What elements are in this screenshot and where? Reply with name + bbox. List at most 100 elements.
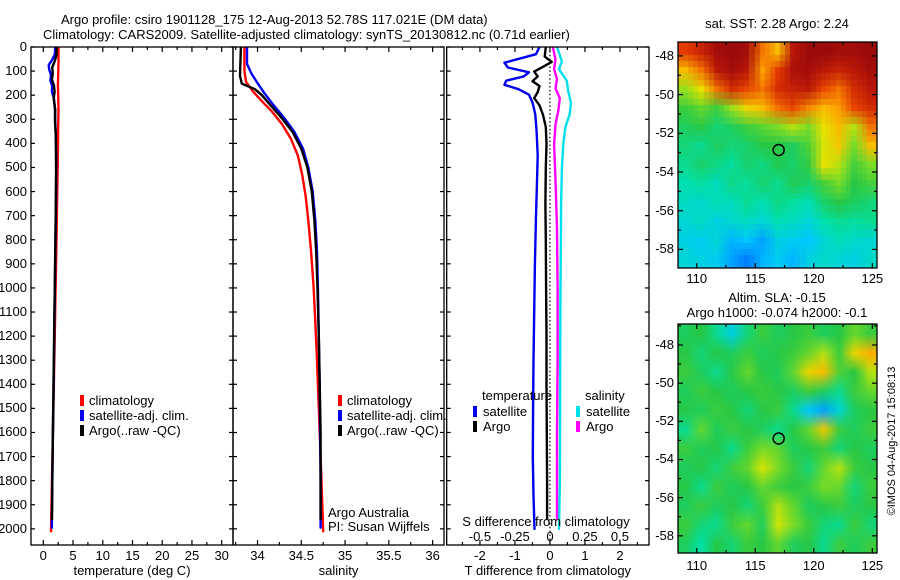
sla_map-heatmap-canvas bbox=[678, 324, 877, 553]
annotation-line: Argo Australia bbox=[328, 505, 409, 520]
temperature_profile-axes bbox=[30, 46, 234, 546]
y-tick-label: 300 bbox=[5, 111, 27, 127]
x-tick-label: 10 bbox=[95, 548, 110, 563]
s-tick-label: 0.5 bbox=[610, 529, 629, 544]
legend-marker bbox=[80, 425, 84, 436]
y-tick-label: 1100 bbox=[0, 304, 27, 320]
legend-label: Argo(..raw -QC) bbox=[347, 423, 439, 438]
map-y-tick-label: -58 bbox=[655, 241, 674, 257]
map-x-tick-label: 125 bbox=[861, 271, 884, 286]
salinity_profile-series-0 bbox=[243, 47, 325, 533]
y-tick-label: 1600 bbox=[0, 424, 27, 440]
x-tick-label: 1 bbox=[581, 548, 589, 563]
imos-watermark: ©IMOS 04-Aug-2017 15:08:13 bbox=[886, 366, 898, 516]
legend-marker bbox=[338, 395, 342, 406]
map-y-tick-label: -54 bbox=[655, 451, 674, 467]
legend-marker bbox=[576, 406, 580, 417]
x-tick-label: -1 bbox=[509, 548, 521, 563]
legend-label: Argo bbox=[483, 419, 511, 434]
x-tick-label: 34 bbox=[250, 548, 265, 563]
x-tick-label: -2 bbox=[474, 548, 486, 563]
y-tick-label: 1700 bbox=[0, 448, 27, 464]
y-tick-label: 1800 bbox=[0, 472, 27, 488]
s-tick-label: -0.25 bbox=[500, 529, 530, 544]
y-tick-label: 1400 bbox=[0, 376, 27, 392]
x-tick-label: 0 bbox=[39, 548, 47, 563]
map-y-tick-label: -50 bbox=[655, 375, 674, 391]
x-tick-label: 5 bbox=[69, 548, 77, 563]
y-tick-label: 1500 bbox=[0, 400, 27, 416]
map-x-tick-label: 125 bbox=[861, 558, 884, 573]
legend-header: salinity bbox=[585, 388, 625, 403]
s-tick-label: 0.25 bbox=[572, 529, 598, 544]
sst-map-title: sat. SST: 2.28 Argo: 2.24 bbox=[705, 16, 849, 31]
sla-map-title-line2: Argo h1000: -0.074 h2000: -0.1 bbox=[686, 305, 868, 320]
legend-marker bbox=[576, 421, 580, 432]
sla-map-title-line1: Altim. SLA: -0.15 bbox=[728, 290, 826, 305]
temperature_profile-xlabel: temperature (deg C) bbox=[73, 563, 191, 578]
figure-title: Argo profile: csiro 1901128_175 12-Aug-2… bbox=[61, 12, 488, 27]
legend-label: Argo(..raw -QC) bbox=[89, 423, 181, 438]
map-x-tick-label: 110 bbox=[686, 558, 708, 573]
s-tick-label: 0 bbox=[546, 529, 554, 544]
x-tick-label: 25 bbox=[184, 548, 200, 563]
sst_map-axes bbox=[677, 41, 878, 269]
y-tick-label: 600 bbox=[5, 183, 27, 199]
y-tick-label: 0 bbox=[19, 39, 27, 54]
y-tick-label: 100 bbox=[5, 63, 27, 79]
legend-label: satellite-adj. clim. bbox=[347, 408, 447, 423]
x-tick-label: 35 bbox=[337, 548, 353, 563]
legend-marker bbox=[473, 406, 477, 417]
y-tick-label: 1000 bbox=[0, 279, 27, 295]
x-tick-label: 20 bbox=[155, 548, 170, 563]
x-tick-label: 35.5 bbox=[376, 548, 402, 563]
difference_profile-series-1 bbox=[531, 47, 553, 521]
map-y-tick-label: -52 bbox=[655, 413, 674, 429]
map-x-tick-label: 120 bbox=[802, 558, 825, 573]
map-y-tick-label: -56 bbox=[655, 489, 674, 505]
salinity_profile-xlabel: salinity bbox=[318, 563, 359, 578]
x-tick-label: 2 bbox=[616, 548, 624, 563]
legend-label: satellite bbox=[586, 404, 631, 419]
salinity_profile-series-2 bbox=[238, 47, 322, 521]
difference_profile-series-3 bbox=[551, 47, 561, 521]
map-x-tick-label: 120 bbox=[802, 271, 825, 286]
profile-location-marker bbox=[772, 143, 785, 157]
map-y-tick-label: -52 bbox=[655, 125, 674, 141]
y-tick-label: 900 bbox=[5, 255, 27, 271]
legend-marker bbox=[473, 421, 477, 432]
x-tick-label: 30 bbox=[214, 548, 229, 563]
x-tick-label: 0 bbox=[546, 548, 554, 563]
legend-label: satellite-adj. clim. bbox=[89, 408, 189, 423]
legend-marker bbox=[80, 395, 84, 406]
figure-subtitle: Climatology: CARS2009. Satellite-adjuste… bbox=[43, 27, 570, 42]
y-tick-label: 1200 bbox=[0, 328, 27, 344]
legend-marker bbox=[338, 410, 342, 421]
y-tick-label: 400 bbox=[5, 135, 27, 151]
map-x-tick-label: 110 bbox=[686, 271, 708, 286]
difference_profile-axes bbox=[446, 46, 650, 546]
y-tick-label: 2000 bbox=[0, 520, 27, 536]
profile-location-marker bbox=[772, 432, 785, 445]
x-tick-label: 15 bbox=[125, 548, 140, 563]
s-tick-label: -0.5 bbox=[468, 529, 492, 544]
difference_profile-series-2 bbox=[555, 47, 573, 531]
y-tick-label: 200 bbox=[5, 87, 27, 103]
legend-label: Argo bbox=[586, 419, 614, 434]
s-axis-label: S difference from climatology bbox=[462, 514, 630, 529]
legend-marker bbox=[338, 425, 342, 436]
x-tick-label: 36 bbox=[425, 548, 440, 563]
map-x-tick-label: 115 bbox=[744, 271, 766, 286]
legend-marker bbox=[80, 410, 84, 421]
map-y-tick-label: -48 bbox=[655, 336, 674, 352]
y-tick-label: 1300 bbox=[0, 352, 27, 368]
legend-label: climatology bbox=[347, 393, 413, 408]
map-y-tick-label: -58 bbox=[655, 527, 674, 543]
annotation-line: PI: Susan Wijffels bbox=[328, 519, 430, 534]
map-y-tick-label: -56 bbox=[655, 202, 674, 218]
y-tick-label: 500 bbox=[5, 159, 27, 175]
map-y-tick-label: -48 bbox=[655, 47, 674, 63]
map-y-tick-label: -50 bbox=[655, 86, 674, 102]
